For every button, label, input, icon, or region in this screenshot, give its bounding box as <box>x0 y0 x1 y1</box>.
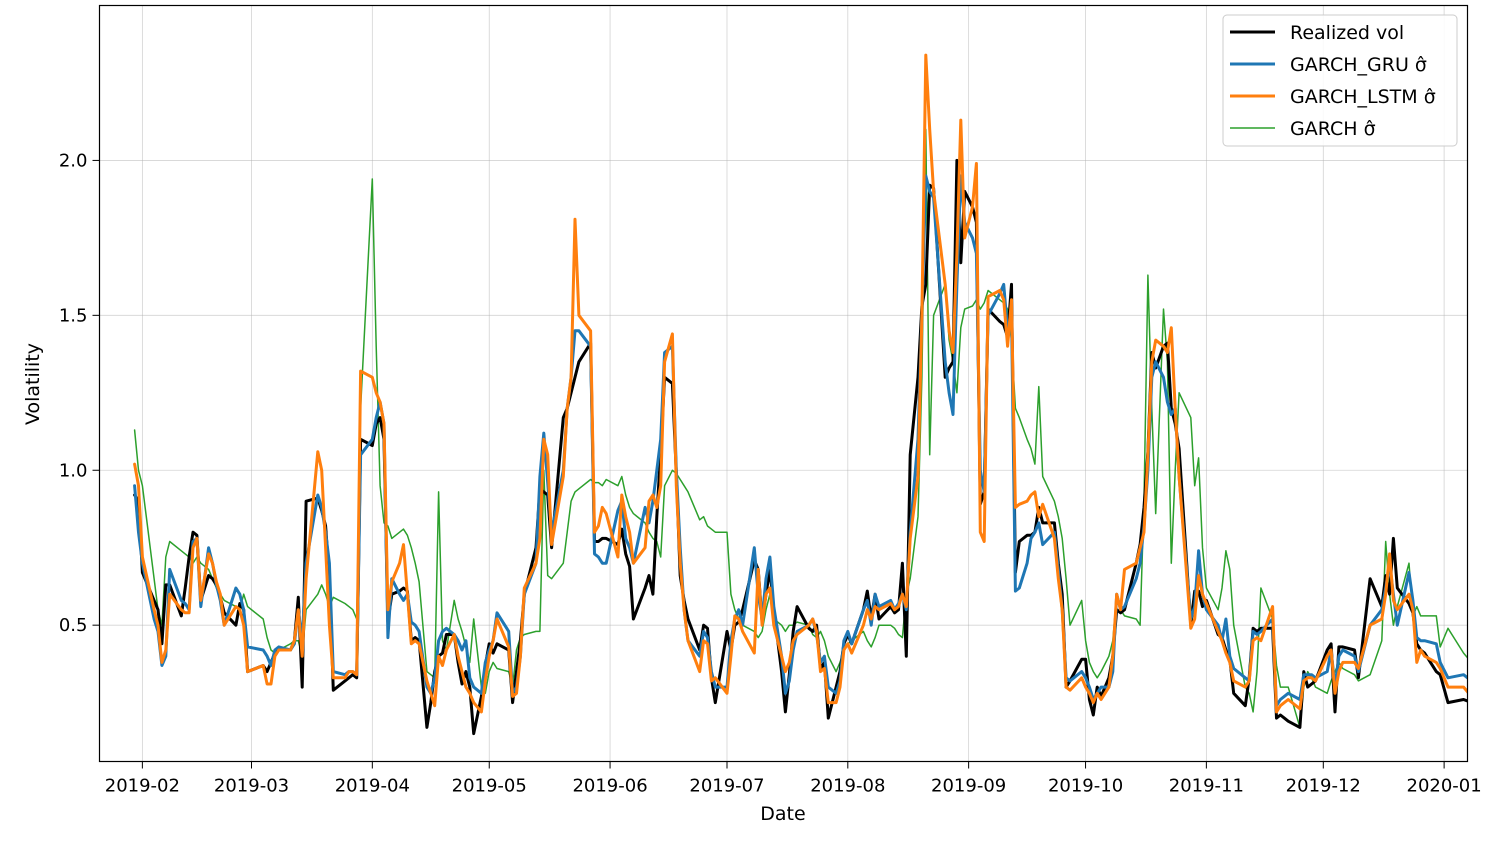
y-axis-label: Volatility <box>22 343 44 425</box>
x-tick-label: 2020-01 <box>1407 776 1482 797</box>
y-tick-label: 0.5 <box>59 615 88 636</box>
y-tick-label: 2.0 <box>59 150 88 171</box>
realized-vol-line <box>133 158 1468 736</box>
y-axis: 0.5 1.0 1.5 2.0 <box>59 150 100 636</box>
x-tick-label: 2019-08 <box>810 776 885 797</box>
x-axis: 2019-02 2019-03 2019-04 2019-05 2019-06 2019-… <box>105 761 1482 797</box>
x-tick-label: 2019-06 <box>572 776 647 797</box>
legend-item-realized-vol: Realized vol <box>1290 22 1404 44</box>
garch-lstm-line <box>133 53 1468 714</box>
legend-box <box>1222 14 1458 147</box>
legend: Realized vol GARCH_GRU σ̂ GARCH_LSTM σ̂ GAR… <box>1222 14 1458 147</box>
legend-item-garch: GARCH σ̂ <box>1290 118 1376 140</box>
legend-item-garch-gru: GARCH_GRU σ̂ <box>1290 54 1427 76</box>
x-tick-label: 2019-02 <box>105 776 180 797</box>
plot-area <box>133 53 1468 736</box>
x-tick-label: 2019-03 <box>214 776 289 797</box>
plot-frame <box>98 4 1469 763</box>
x-tick-label: 2019-07 <box>689 776 764 797</box>
y-tick-label: 1.0 <box>59 460 88 481</box>
x-tick-label: 2019-05 <box>452 776 527 797</box>
garch-line <box>133 128 1468 729</box>
x-tick-label: 2019-11 <box>1169 776 1244 797</box>
x-tick-label: 2019-12 <box>1286 776 1361 797</box>
legend-item-garch-lstm: GARCH_LSTM σ̂ <box>1290 86 1436 108</box>
x-tick-label: 2019-04 <box>335 776 410 797</box>
x-tick-label: 2019-09 <box>931 776 1006 797</box>
x-axis-label: Date <box>760 803 805 825</box>
y-tick-label: 1.5 <box>59 305 88 326</box>
x-tick-label: 2019-10 <box>1048 776 1123 797</box>
